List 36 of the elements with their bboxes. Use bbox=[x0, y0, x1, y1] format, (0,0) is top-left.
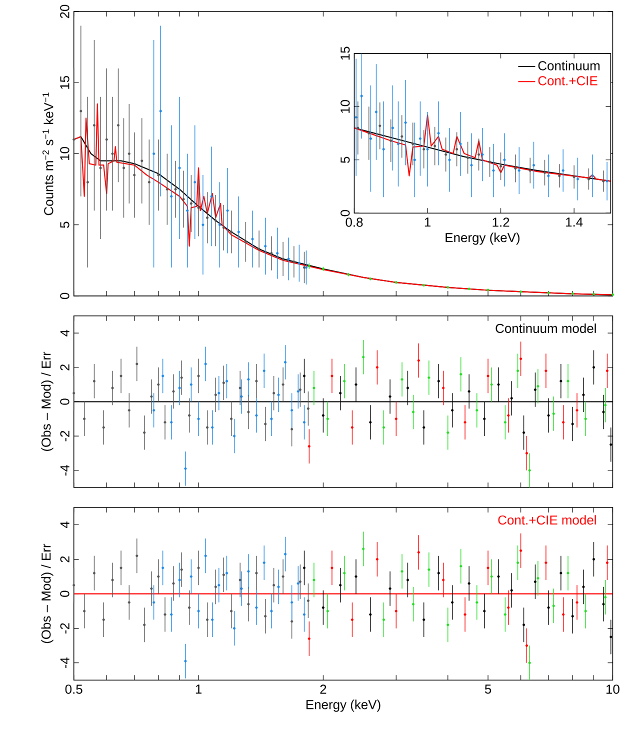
y-tick-label: 15 bbox=[60, 76, 70, 89]
x-tick-label: 0.8 bbox=[346, 218, 363, 227]
y-tick-label: 0 bbox=[60, 398, 70, 405]
y-tick-label: 4 bbox=[60, 330, 70, 336]
x-axis-title: Energy (keV) bbox=[446, 232, 520, 245]
y-tick-label: 2 bbox=[60, 364, 70, 370]
y-tick-label: 10 bbox=[60, 147, 70, 160]
x-tick-label: 2 bbox=[320, 684, 326, 694]
y-tick-label: 2 bbox=[60, 556, 70, 562]
text: Cont.+CIE model bbox=[498, 515, 596, 525]
y-tick-label: 0 bbox=[340, 210, 350, 216]
x-tick-label: 5 bbox=[485, 684, 492, 694]
x-axis-title: Energy (keV) bbox=[306, 700, 380, 712]
y-tick-label: 0 bbox=[60, 292, 70, 300]
x-tick-label: 1.4 bbox=[566, 218, 583, 227]
y-axis-title: (Obs – Mod) / Err bbox=[41, 544, 54, 644]
y-tick-label: 4 bbox=[60, 522, 70, 528]
y-tick-label: 0 bbox=[60, 590, 70, 597]
y-tick-label: -2 bbox=[60, 430, 70, 442]
y-axis-title: Counts m$^{−2}$ s$^{−1}$ keV$^{−1}$ bbox=[42, 92, 54, 216]
y-tick-label: -4 bbox=[60, 464, 70, 476]
legend-label: Continuum bbox=[538, 60, 600, 70]
x-tick-label: 1 bbox=[196, 684, 202, 694]
legend-label: Cont.+CIE bbox=[538, 76, 598, 86]
legend-label: Continuum model bbox=[496, 324, 596, 334]
y-tick-label: 15 bbox=[340, 46, 350, 60]
x-tick-label: 1.2 bbox=[492, 218, 510, 227]
x-tick-label: 1 bbox=[425, 218, 431, 227]
y-tick-label: -4 bbox=[60, 657, 70, 668]
y-tick-label: 20 bbox=[60, 4, 70, 18]
y-axis-title: (Obs – Mod) / Err bbox=[41, 352, 54, 451]
y-tick-label: 10 bbox=[340, 100, 350, 113]
x-tick-label: 10 bbox=[606, 684, 620, 694]
y-tick-label: 5 bbox=[340, 156, 350, 163]
y-tick-label: -2 bbox=[60, 623, 70, 634]
x-tick-label: 0.5 bbox=[66, 684, 82, 694]
